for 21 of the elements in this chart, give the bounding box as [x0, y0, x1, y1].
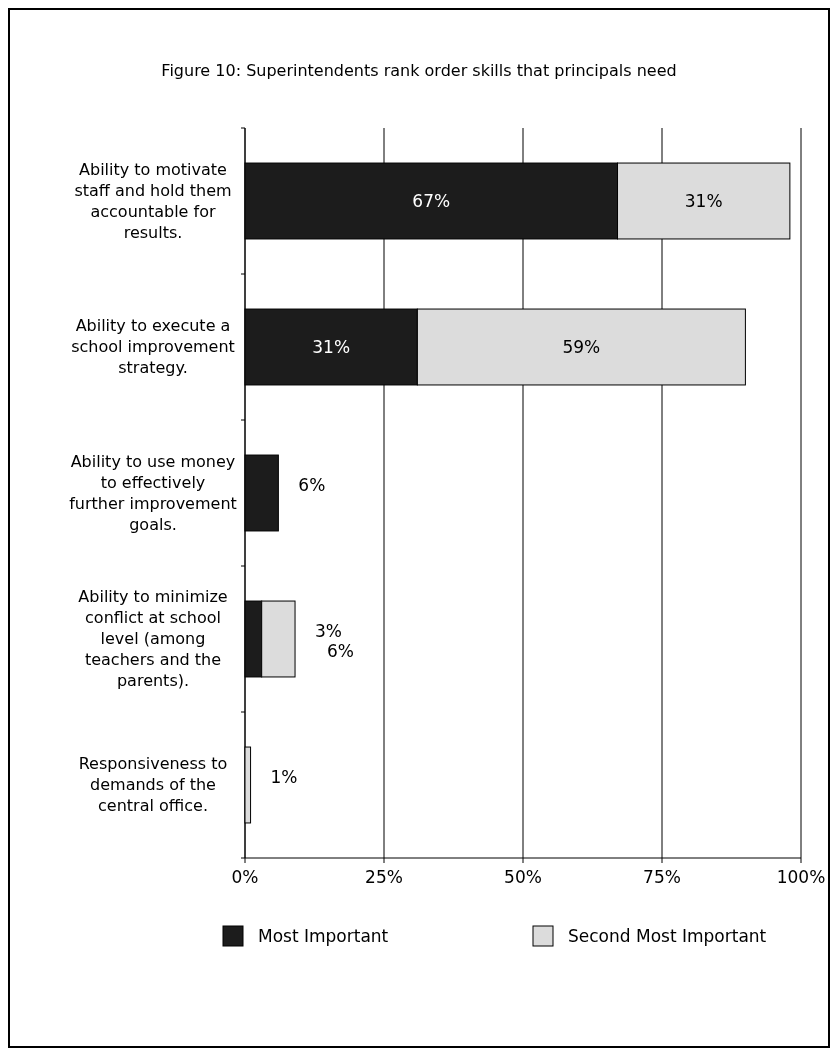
y-tick-label: Ability to use money to effectively further improvement goals. — [69, 451, 237, 534]
data-label: 31% — [684, 191, 723, 211]
y-tick-label: Ability to execute a school improvement strategy. — [71, 316, 235, 377]
data-label: 1% — [270, 767, 298, 787]
data-label: 6% — [298, 475, 326, 495]
x-tick-label: 100% — [776, 867, 826, 887]
chart-title: Figure 10: Superintendents rank order skills that principals need — [161, 61, 677, 80]
x-tick-label: 25% — [365, 867, 403, 887]
data-label: 31% — [312, 337, 351, 357]
legend-label: Most Important — [258, 926, 389, 946]
y-tick-label: Responsiveness to demands of the central office. — [78, 754, 228, 815]
legend-label: Second Most Important — [568, 926, 767, 946]
x-tick-label: 75% — [643, 867, 681, 887]
x-tick-label: 50% — [504, 867, 542, 887]
data-label: 3% — [315, 621, 343, 641]
data-label: 67% — [412, 191, 451, 211]
data-label: 6% — [327, 641, 355, 661]
y-tick-label: Ability to minimize conflict at school level (among teachers and the parents). — [78, 587, 228, 690]
x-tick-label: 0% — [231, 867, 259, 887]
y-tick-label: Ability to motivate staff and hold them accountable for results. — [74, 159, 232, 242]
data-label: 59% — [562, 337, 601, 357]
